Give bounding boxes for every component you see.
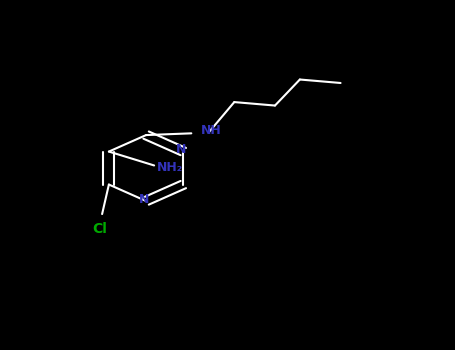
Text: NH: NH bbox=[201, 124, 222, 137]
Text: Cl: Cl bbox=[92, 222, 107, 236]
Text: NH₂: NH₂ bbox=[157, 161, 182, 174]
Text: N: N bbox=[139, 193, 149, 206]
Text: N: N bbox=[176, 144, 186, 156]
